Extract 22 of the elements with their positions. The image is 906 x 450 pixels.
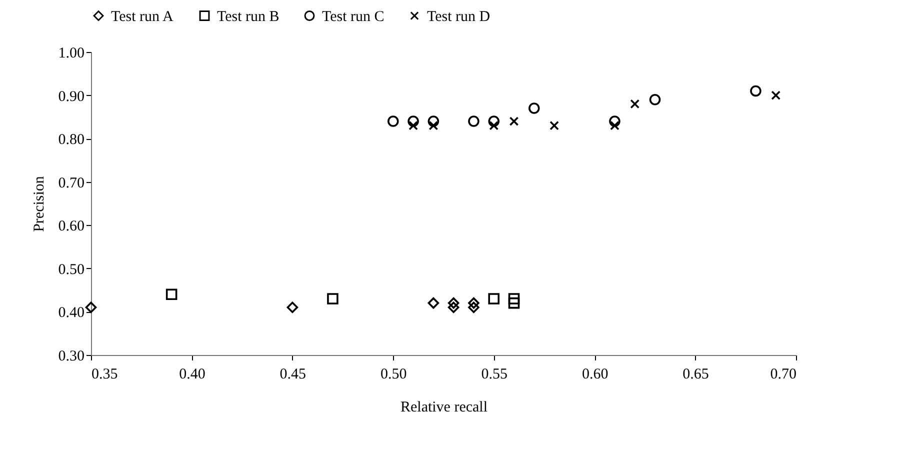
y-tick-label: 0.80 (58, 132, 84, 148)
y-tick-label: 0.60 (58, 218, 84, 235)
y-tick-label: 0.90 (58, 88, 84, 105)
x-tick-label: 0.55 (481, 366, 508, 382)
y-tick-label: 0.40 (58, 305, 84, 322)
y-tick-label: 0.30 (58, 348, 84, 364)
y-tick-label: 0.50 (58, 262, 84, 278)
x-tick-label: 0.70 (770, 366, 796, 382)
x-tick-label: 0.40 (179, 366, 206, 382)
x-tick-label: 0.45 (280, 366, 306, 382)
legend-label: Test run B (217, 8, 280, 25)
y-axis-title: Precision (31, 176, 48, 232)
y-tick-label: 1.00 (58, 46, 84, 62)
x-axis-title: Relative recall (400, 400, 488, 416)
legend-label: Test run C (322, 8, 384, 25)
y-tick-label: 0.70 (58, 175, 84, 192)
x-tick-label: 0.60 (582, 366, 608, 382)
legend-label: Test run D (427, 8, 490, 25)
legend-label: Test run A (111, 8, 174, 25)
x-tick-label: 0.50 (380, 366, 407, 382)
x-tick-label: 0.35 (92, 366, 118, 382)
x-tick-label: 0.65 (682, 366, 709, 382)
